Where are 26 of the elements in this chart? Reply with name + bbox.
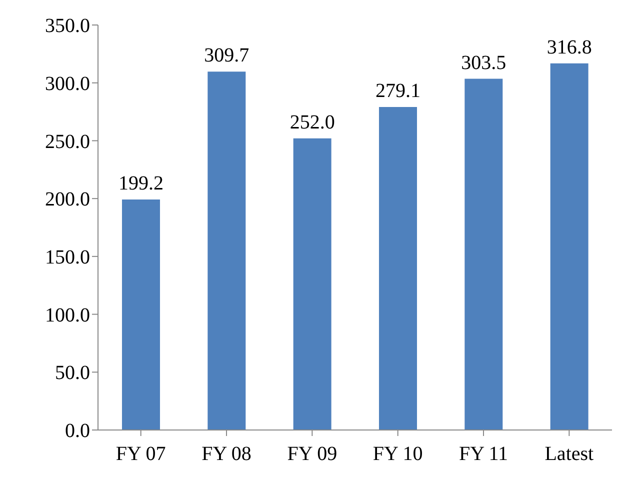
x-tick-label: FY 08 (202, 443, 252, 466)
bar (550, 63, 588, 430)
y-tick-label: 300.0 (45, 72, 90, 95)
y-tick-label: 350.0 (45, 15, 90, 38)
x-tick-label: FY 10 (372, 443, 423, 466)
data-label: 199.2 (118, 172, 164, 194)
y-tick-label: 50.0 (55, 362, 90, 384)
data-label: 303.5 (461, 52, 506, 74)
x-tick-label: FY 11 (458, 443, 508, 466)
bar (378, 107, 417, 430)
data-label: 279.1 (375, 80, 420, 102)
y-tick-label: 0.0 (65, 420, 90, 442)
bar (208, 72, 246, 430)
x-tick-label: FY 07 (116, 443, 166, 466)
data-label: 316.8 (546, 36, 592, 58)
y-tick-label: 200.0 (45, 188, 90, 211)
bar (464, 78, 503, 430)
bar (122, 199, 160, 430)
y-tick-label: 250.0 (45, 130, 90, 153)
y-tick-label: 150.0 (45, 246, 90, 269)
y-tick-label: 100.0 (45, 304, 90, 326)
x-tick-label: Latest (544, 443, 594, 466)
x-tick-label: FY 09 (287, 443, 338, 466)
data-label: 252.0 (290, 111, 335, 134)
bar (293, 138, 332, 430)
data-label: 309.7 (204, 44, 250, 67)
